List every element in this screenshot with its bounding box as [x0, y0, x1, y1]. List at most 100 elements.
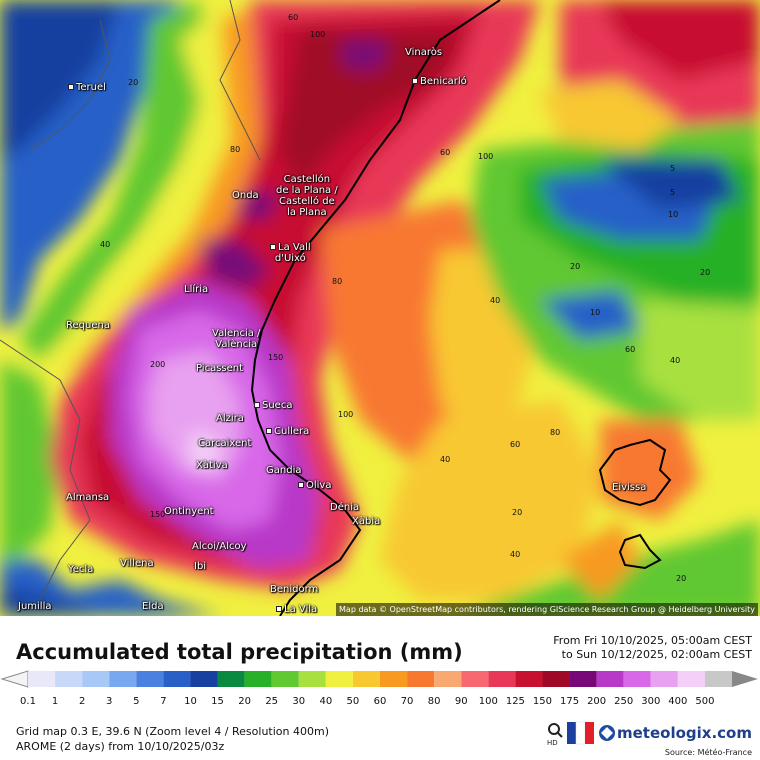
city-label[interactable]: Xàtiva	[196, 460, 228, 471]
contour-label: 20	[128, 78, 139, 87]
scale-tick-label: 20	[238, 696, 251, 707]
scale-tick-label: 250	[614, 696, 634, 707]
contour-label: 5	[670, 164, 676, 173]
scale-tick-label: 500	[695, 696, 715, 707]
city-label[interactable]: La Vall d'Uixó	[270, 242, 311, 264]
city-label[interactable]: Ibi	[194, 561, 207, 572]
city-label[interactable]: Benidorm	[270, 584, 319, 595]
contour-label: 60	[288, 13, 299, 22]
scale-swatch	[109, 671, 137, 687]
scale-tick-label: 150	[532, 696, 552, 707]
scale-swatch	[704, 671, 732, 687]
city-label[interactable]: Castellón de la Plana / Castelló de la P…	[276, 174, 338, 218]
contour-label: 80	[230, 145, 241, 154]
contour-label: 60	[625, 345, 636, 354]
city-label[interactable]: Valencia / València	[212, 328, 261, 350]
contour-label: 100	[310, 30, 326, 39]
city-label[interactable]: Villena	[120, 558, 154, 569]
city-label[interactable]: Xàbia	[352, 516, 381, 527]
city-label[interactable]: Sueca	[254, 400, 292, 411]
scale-tick-label: 30	[292, 696, 306, 707]
period-from: From Fri 10/10/2025, 05:00am CEST	[553, 634, 752, 647]
city-label[interactable]: Jumilla	[18, 601, 52, 612]
meteologix-icon	[599, 725, 615, 741]
scale-swatch	[461, 671, 489, 687]
contour-label: 40	[670, 356, 681, 365]
city-label[interactable]: Eivissa	[612, 482, 647, 493]
scale-swatch	[407, 671, 435, 687]
source-text: Source: Météo-France	[664, 748, 752, 757]
scale-tick-label: 7	[160, 696, 167, 707]
scale-tick-label: 2	[78, 696, 86, 707]
contour-label: 10	[590, 308, 601, 317]
scale-tick-label: 1	[51, 696, 59, 707]
city-label[interactable]: La Vila	[276, 604, 317, 615]
city-label[interactable]: Picassent	[196, 363, 244, 374]
city-label[interactable]: Alcoi/Alcoy	[192, 541, 247, 552]
scale-tick-label: 200	[587, 696, 607, 707]
scale-swatch	[325, 671, 353, 687]
scale-tick-label: 80	[427, 696, 441, 707]
scale-swatch	[380, 671, 408, 687]
contour-label: 80	[550, 428, 561, 437]
contour-label: 10	[668, 210, 679, 219]
contour-label: 60	[440, 148, 451, 157]
contour-label: 40	[100, 240, 111, 249]
contour-label: 100	[338, 410, 354, 419]
contour-label: 20	[700, 268, 711, 277]
scale-tick-label: 100	[478, 696, 498, 707]
contour-label: 20	[512, 508, 523, 517]
model-info: AROME (2 days) from 10/10/2025/03z	[16, 740, 225, 753]
city-label[interactable]: Almansa	[66, 492, 110, 503]
scale-tick-label: 3	[106, 696, 113, 707]
city-label[interactable]: Elda	[142, 601, 164, 612]
city-label[interactable]: Gandia	[266, 465, 302, 476]
scale-swatch	[596, 671, 624, 687]
city-label[interactable]: Yecla	[68, 564, 94, 575]
contour-label: 80	[332, 277, 343, 286]
scale-tick-label: 25	[265, 696, 279, 707]
contour-label: 150	[150, 510, 166, 519]
scale-swatch	[217, 671, 245, 687]
scale-swatch	[82, 671, 110, 687]
scale-swatch	[352, 671, 380, 687]
city-label[interactable]: Llíria	[184, 284, 209, 295]
scale-swatch	[190, 671, 218, 687]
scale-tick-label: 125	[505, 696, 525, 707]
scale-swatch	[244, 671, 272, 687]
info-block: Grid map 0.3 E, 39.6 N (Zoom level 4 / R…	[16, 724, 329, 754]
precipitation-map[interactable]: 100 60 80 40 20 150 200 5 10 100 60 40 2…	[0, 0, 760, 616]
contour-label: 100	[478, 152, 494, 161]
scale-swatch	[677, 671, 705, 687]
hd-label: HD	[547, 739, 558, 746]
color-scale	[0, 670, 758, 688]
hd-zoom-icon[interactable]: HD	[547, 723, 563, 746]
city-label[interactable]: Onda	[232, 190, 259, 201]
city-label[interactable]: Oliva	[298, 480, 331, 491]
city-label[interactable]: Carcaixent	[198, 438, 252, 449]
contour-label: 40	[490, 296, 501, 305]
city-label[interactable]: Requena	[66, 320, 110, 331]
scale-right-arrow	[732, 671, 758, 687]
scale-tick-label: 50	[346, 696, 360, 707]
scale-tick-label: 10	[184, 696, 197, 707]
contour-label: 20	[570, 262, 581, 271]
precipitation-map-svg	[0, 0, 760, 616]
city-label[interactable]: Alzira	[216, 413, 244, 424]
scale-tick-label: 70	[400, 696, 414, 707]
city-label[interactable]: Cullera	[266, 426, 309, 437]
scale-swatch	[136, 671, 164, 687]
contour-label: 40	[510, 550, 521, 559]
scale-tick-label: 400	[668, 696, 688, 707]
contour-label: 150	[268, 353, 284, 362]
city-label[interactable]: Vinaròs	[405, 47, 443, 58]
contour-label: 40	[440, 455, 451, 464]
france-flag-icon	[567, 721, 594, 745]
city-label[interactable]: Benicarló	[412, 76, 467, 87]
city-label[interactable]: Ontinyent	[164, 506, 214, 517]
scale-swatch	[298, 671, 326, 687]
brand-logo[interactable]: HD meteologix.com	[545, 720, 757, 746]
brand-name: meteologix.com	[617, 724, 752, 742]
city-label[interactable]: Teruel	[68, 82, 106, 93]
city-label[interactable]: Dénia	[330, 502, 360, 513]
